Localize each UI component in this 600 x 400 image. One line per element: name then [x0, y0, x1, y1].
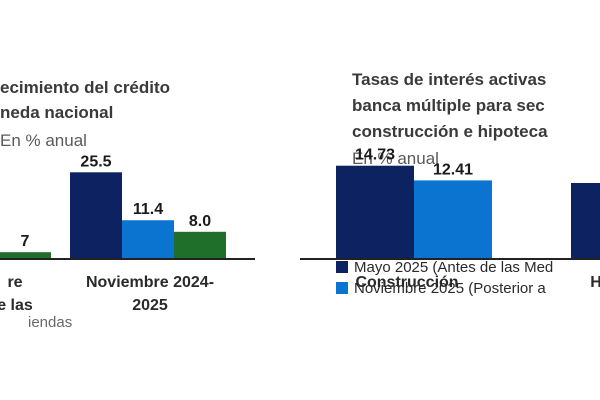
right-bars: [336, 165, 600, 259]
bar-c2-s2-cat1: [414, 180, 492, 259]
chart-right: Tasas de interés activas banca múltiple …: [300, 70, 600, 297]
left-legend-fragment: iendas: [28, 314, 72, 331]
bar-c2-s1-cat1: [336, 165, 414, 259]
bar-c1-s2-cat2: [122, 220, 174, 259]
left-category-2-line-2: 2025: [132, 297, 168, 314]
data-label-c1-s3-cat1: 7: [21, 233, 30, 250]
bar-c2-s1-cat2: [571, 183, 600, 259]
data-label-c2-s2-cat1: 12.41: [433, 161, 473, 178]
left-category-2-line-1: Noviembre 2024-: [86, 274, 214, 291]
data-label-c2-s1-cat1: 14.73: [355, 147, 395, 164]
data-label-c1-s2-cat2: 11.4: [133, 201, 163, 218]
right-subtitle: En % anual: [352, 149, 439, 168]
left-bars: [0, 172, 226, 259]
right-category-1: Construcción: [355, 274, 458, 291]
legend-swatch-series-1: [336, 261, 348, 273]
bar-c1-s3-cat2: [174, 231, 226, 259]
legend-swatch-series-2: [336, 282, 348, 294]
data-label-c1-s1-cat2: 25.5: [80, 153, 111, 170]
bar-c1-s1-cat2: [70, 172, 122, 259]
legend-label-series-1: Mayo 2025 (Antes de las Med: [354, 259, 553, 276]
left-category-1-line-2: e las: [0, 297, 33, 314]
left-data-labels: 25.5 11.4 7 8.0: [21, 153, 212, 250]
bar-c1-s3-cat1: [0, 252, 51, 259]
data-label-c1-s3-cat2: 8.0: [189, 213, 211, 230]
left-title-line-2: neda nacional: [0, 103, 113, 122]
legend-label-series-2: Noviembre 2025 (Posterior a: [354, 280, 546, 297]
left-category-1-line-1: re: [7, 274, 22, 291]
right-title-line-3: construcción e hipoteca: [352, 122, 548, 141]
right-title-line-1: Tasas de interés activas: [352, 70, 546, 89]
left-title-line-1: ecimiento del crédito: [0, 78, 170, 97]
right-data-labels: 14.731212.41: [355, 147, 473, 179]
chart-left: ecimiento del crédito neda nacional En %…: [0, 78, 255, 331]
right-title-line-2: banca múltiple para sec: [352, 96, 545, 115]
left-subtitle: En % anual: [0, 131, 87, 150]
right-category-2: H: [590, 274, 600, 291]
